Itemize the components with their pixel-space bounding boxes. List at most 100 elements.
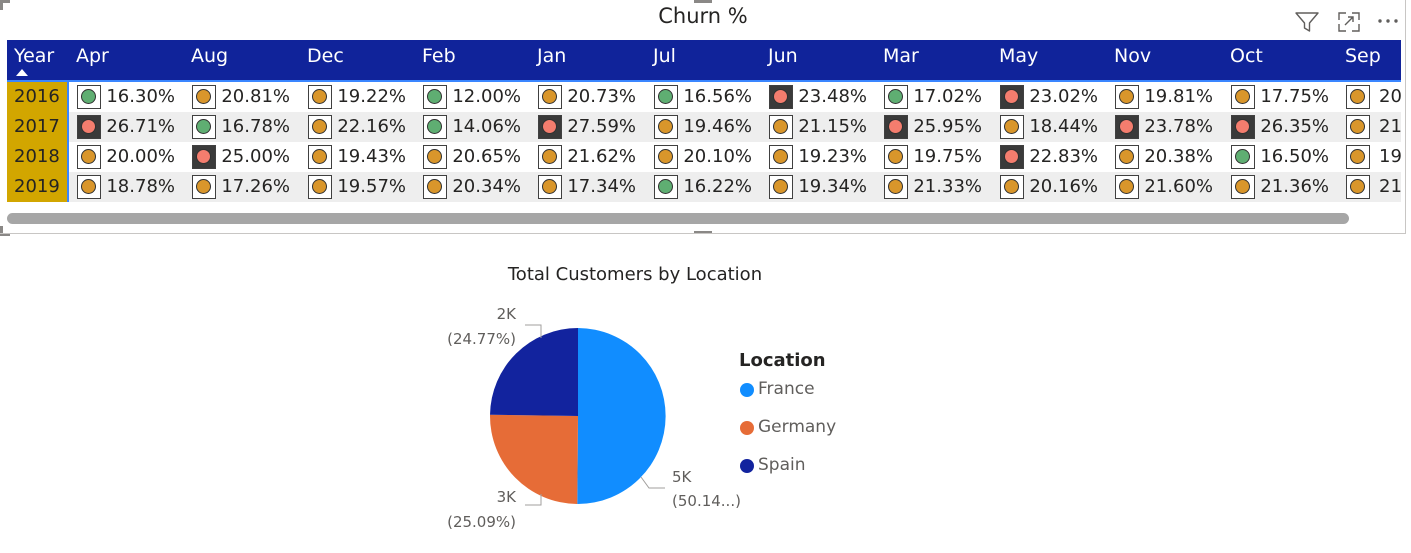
column-header-mar[interactable]: Mar	[883, 45, 919, 67]
resize-handle-bottom[interactable]	[694, 231, 712, 234]
churn-cell[interactable]: 20.73%	[538, 82, 638, 112]
status-amber-icon	[1346, 145, 1370, 169]
horizontal-scrollbar[interactable]	[7, 213, 1401, 224]
churn-cell[interactable]: 21.60%	[1115, 172, 1215, 202]
column-header-sep[interactable]: Sep	[1345, 45, 1381, 67]
churn-cell[interactable]: 16.50%	[1231, 142, 1331, 172]
churn-cell[interactable]: 23.02%	[1000, 82, 1100, 112]
status-amber-icon	[884, 145, 908, 169]
churn-cell[interactable]: 21.33%	[884, 172, 984, 202]
churn-cell[interactable]: 20.81%	[192, 82, 292, 112]
pie-slice-spain[interactable]	[490, 328, 578, 416]
churn-cell[interactable]: 20.16%	[1000, 172, 1100, 202]
churn-cell[interactable]: 19.34%	[769, 172, 869, 202]
churn-cell[interactable]: 25.00%	[192, 142, 292, 172]
churn-cell[interactable]: 23.48%	[769, 82, 869, 112]
churn-cell[interactable]: 17.75%	[1231, 82, 1331, 112]
column-header-year[interactable]: Year	[7, 40, 67, 80]
legend-item-spain[interactable]: Spain	[739, 455, 826, 494]
churn-cell[interactable]: 19.23%	[769, 142, 869, 172]
filter-icon[interactable]	[1294, 10, 1320, 34]
matrix-row-2016: 2016 16.30% 20.81% 19.22% 12.00% 20.73% 16.56%…	[7, 82, 1401, 112]
churn-cell[interactable]: 19.75%	[884, 142, 984, 172]
churn-cell[interactable]: 19.43%	[308, 142, 408, 172]
status-red-icon	[77, 115, 101, 139]
column-header-oct[interactable]: Oct	[1230, 45, 1263, 67]
churn-cell[interactable]: 21.15%	[769, 112, 869, 142]
pie-slice-germany[interactable]	[490, 414, 578, 504]
churn-cell[interactable]: 16.78%	[192, 112, 292, 142]
status-dot	[312, 179, 327, 194]
churn-cell[interactable]: 22.16%	[308, 112, 408, 142]
resize-handle-top[interactable]	[694, 0, 712, 3]
pie-slice-france[interactable]	[577, 328, 666, 505]
legend-item-france[interactable]: France	[739, 379, 826, 418]
churn-cell[interactable]: 25.95%	[884, 112, 984, 142]
row-header-year[interactable]: 2018	[7, 142, 67, 172]
status-dot	[1235, 149, 1250, 164]
status-dot	[773, 89, 788, 104]
sort-ascending-icon[interactable]	[16, 69, 28, 76]
status-dot	[542, 119, 557, 134]
more-options-icon[interactable]	[1376, 10, 1402, 34]
column-header-aug[interactable]: Aug	[191, 45, 229, 67]
churn-cell[interactable]: 17.26%	[192, 172, 292, 202]
churn-cell[interactable]: 20	[1346, 82, 1401, 112]
status-dot	[1004, 149, 1019, 164]
status-dot	[81, 149, 96, 164]
churn-cell[interactable]: 19.81%	[1115, 82, 1215, 112]
column-header-apr[interactable]: Apr	[76, 45, 109, 67]
column-header-jun[interactable]: Jun	[768, 45, 798, 67]
status-amber-icon	[769, 115, 793, 139]
churn-cell[interactable]: 23.78%	[1115, 112, 1215, 142]
data-label-value: 3K	[497, 488, 518, 506]
legend-item-germany[interactable]: Germany	[739, 417, 836, 456]
matrix-row-2019: 2019 18.78% 17.26% 19.57% 20.34% 17.34% 16.22%…	[7, 172, 1401, 202]
churn-cell[interactable]: 21	[1346, 172, 1401, 202]
legend-label: France	[758, 379, 815, 399]
row-header-year[interactable]: 2016	[7, 82, 67, 112]
churn-cell[interactable]: 16.22%	[654, 172, 754, 202]
column-header-may[interactable]: May	[999, 45, 1039, 67]
focus-mode-icon[interactable]	[1336, 10, 1362, 34]
churn-cell[interactable]: 19.46%	[654, 112, 754, 142]
column-header-jan[interactable]: Jan	[537, 45, 567, 67]
churn-cell[interactable]: 26.35%	[1231, 112, 1331, 142]
status-green-icon	[654, 85, 678, 109]
churn-cell[interactable]: 20.65%	[423, 142, 523, 172]
column-header-jul[interactable]: Jul	[653, 45, 676, 67]
status-amber-icon	[308, 85, 332, 109]
churn-cell[interactable]: 14.06%	[423, 112, 523, 142]
status-amber-icon	[423, 145, 447, 169]
visual-border-right	[1405, 0, 1406, 234]
churn-cell[interactable]: 17.02%	[884, 82, 984, 112]
churn-cell[interactable]: 18.78%	[77, 172, 177, 202]
column-header-dec[interactable]: Dec	[307, 45, 344, 67]
churn-cell[interactable]: 27.59%	[538, 112, 638, 142]
churn-cell[interactable]: 20.38%	[1115, 142, 1215, 172]
row-header-year[interactable]: 2019	[7, 172, 67, 202]
churn-cell[interactable]: 16.56%	[654, 82, 754, 112]
churn-cell[interactable]: 21	[1346, 112, 1401, 142]
churn-cell[interactable]: 20.34%	[423, 172, 523, 202]
churn-cell[interactable]: 12.00%	[423, 82, 523, 112]
churn-cell[interactable]: 20.00%	[77, 142, 177, 172]
churn-cell[interactable]: 17.34%	[538, 172, 638, 202]
column-header-feb[interactable]: Feb	[422, 45, 456, 67]
churn-cell[interactable]: 19.22%	[308, 82, 408, 112]
churn-cell[interactable]: 20.10%	[654, 142, 754, 172]
resize-handle-top-left[interactable]	[0, 0, 10, 10]
churn-cell[interactable]: 21.36%	[1231, 172, 1331, 202]
scrollbar-thumb[interactable]	[7, 213, 1349, 224]
churn-cell[interactable]: 19	[1346, 142, 1401, 172]
churn-cell[interactable]: 21.62%	[538, 142, 638, 172]
row-header-year[interactable]: 2017	[7, 112, 67, 142]
status-dot	[427, 149, 442, 164]
churn-cell[interactable]: 18.44%	[1000, 112, 1100, 142]
churn-cell[interactable]: 16.30%	[77, 82, 177, 112]
column-header-nov[interactable]: Nov	[1114, 45, 1152, 67]
churn-cell[interactable]: 26.71%	[77, 112, 177, 142]
resize-handle-bottom-left[interactable]	[0, 226, 10, 236]
churn-cell[interactable]: 19.57%	[308, 172, 408, 202]
churn-cell[interactable]: 22.83%	[1000, 142, 1100, 172]
